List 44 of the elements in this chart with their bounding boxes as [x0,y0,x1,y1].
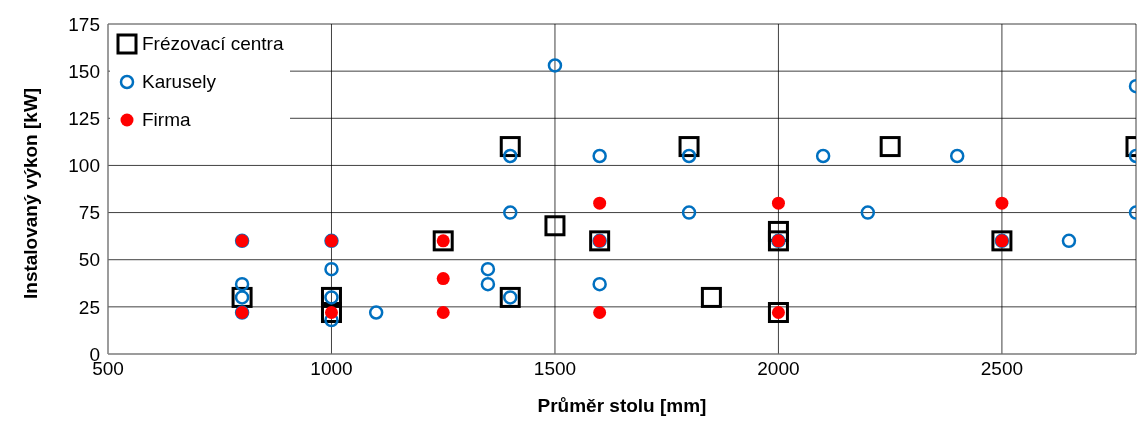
point [436,272,450,286]
point [499,136,521,158]
point [592,276,607,292]
y-tick-label: 125 [68,108,100,130]
y-tick-label: 75 [78,202,100,224]
point [767,220,789,242]
y-axis-title: Instalovaný výkon [kW] [19,87,41,299]
x-tick-label: 1000 [310,358,353,380]
point [593,196,607,210]
point [324,261,339,277]
x-axis-title: Průměr stolu [mm] [537,395,707,416]
point [681,148,697,164]
y-tick-label: 100 [68,155,100,177]
point [1061,233,1077,249]
point [771,196,785,210]
y-tick-label: 175 [68,13,100,35]
legend-label: Firma [142,109,191,131]
point [480,276,496,292]
point [949,148,965,164]
point [860,205,876,220]
legend-label: Frézovací centra [142,33,284,55]
x-tick-label: 2000 [757,358,800,380]
y-tick-label: 150 [68,60,100,82]
point [234,276,250,292]
point [681,205,697,220]
point [700,286,722,308]
x-tick-label: 1500 [533,358,577,380]
point [544,215,566,237]
point [593,306,607,320]
point [547,58,563,73]
point [503,148,518,164]
legend-label: Karusely [142,71,216,93]
y-tick-label: 50 [78,249,100,271]
point [368,305,384,320]
point [480,261,496,277]
point [592,148,607,164]
point [436,306,450,320]
point [879,136,901,158]
point [815,148,831,164]
point [678,136,700,158]
point [995,196,1009,210]
point [503,205,518,220]
y-tick-label: 25 [78,296,100,318]
x-tick-label: 2500 [980,358,1024,380]
